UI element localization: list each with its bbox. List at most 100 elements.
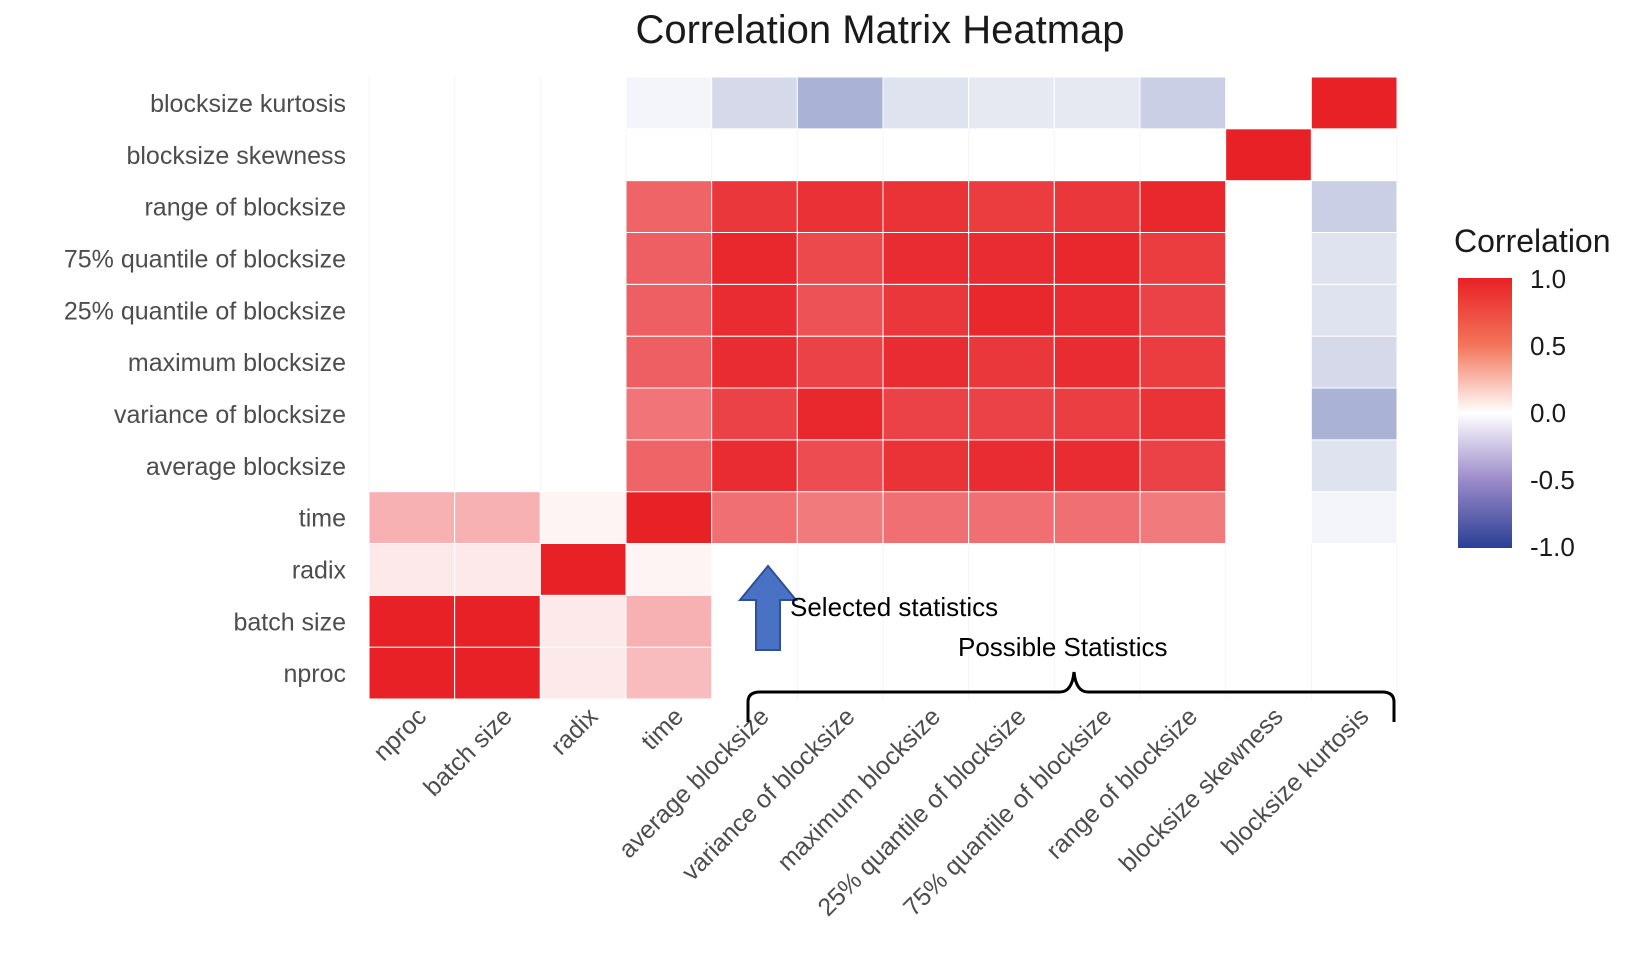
heatmap-cell [368,646,456,700]
heatmap-cell [625,76,713,130]
x-tick-label: maximum blocksize [772,702,946,876]
heatmap-cell [454,491,541,544]
heatmap-cell [968,180,1055,234]
x-tick-label: time [636,702,689,755]
selected-arrow-icon [737,564,799,651]
heatmap-cell [625,543,713,596]
heatmap-cell [454,594,541,648]
heatmap-cell [454,543,541,596]
heatmap-cell [625,232,713,285]
heatmap-cell [539,543,627,596]
y-tick-label: range of blocksize [144,194,346,222]
heatmap-cell [1310,180,1398,234]
x-tick-label: variance of blocksize [677,702,861,886]
heatmap-cell [882,387,970,441]
y-tick-label: batch size [233,608,346,636]
heatmap-cell [968,335,1055,389]
heatmap-cell [1139,283,1227,337]
x-tick-label: batch size [418,702,517,801]
y-tick-label: radix [292,556,347,584]
heatmap-cell [625,180,713,234]
heatmap-cell [625,283,713,337]
y-axis-labels: nproc batch size radix time average blocksiz… [64,90,347,688]
heatmap-cell [1139,439,1227,493]
heatmap-cell [1139,335,1227,389]
heatmap-cell [625,439,713,493]
legend-title: Correlation [1454,223,1611,259]
heatmap-cell [796,439,884,493]
heatmap-cell [539,491,627,544]
heatmap-cell [1053,76,1141,130]
legend-tick: 1.0 [1530,264,1567,294]
heatmap-cell [882,491,970,544]
heatmap-cell [1053,387,1141,441]
heatmap-cell [711,439,798,493]
heatmap-cell [968,76,1055,130]
heatmap-cell [711,335,798,389]
y-tick-label: 75% quantile of blocksize [64,245,346,273]
heatmap-cell [1053,439,1141,493]
heatmap-cells [368,76,1398,700]
heatmap-cell [1310,387,1398,441]
heatmap-cell [625,491,713,544]
heatmap-cell [454,646,541,700]
heatmap-cell [968,439,1055,493]
heatmap-cell [968,491,1055,544]
heatmap-cell [1139,180,1227,234]
heatmap-cell [882,283,970,337]
heatmap-cell [625,387,713,441]
heatmap-cell [1139,491,1227,544]
legend-tick: -1.0 [1530,532,1575,562]
heatmap-cell [796,491,884,544]
y-tick-label: maximum blocksize [128,349,346,377]
heatmap-cell [796,387,884,441]
heatmap-cell [882,232,970,285]
heatmap-cell [1310,76,1398,130]
heatmap-cell [368,543,456,596]
heatmap-cell [711,76,798,130]
heatmap-cell [625,646,713,700]
heatmap-cell [1053,180,1141,234]
heatmap-cell [711,491,798,544]
heatmap-cell [711,180,798,234]
heatmap-cell [1310,335,1398,389]
heatmap-cell [882,439,970,493]
legend-tick: 0.5 [1530,331,1567,361]
x-tick-label: blocksize skewness [1114,702,1289,877]
heatmap-cell [368,594,456,648]
heatmap-cell [882,76,970,130]
y-tick-label: blocksize skewness [126,142,346,170]
y-tick-label: average blocksize [146,453,346,481]
possible-statistics-brace [746,671,1396,722]
heatmap-cell [968,387,1055,441]
heatmap-cell [882,180,970,234]
heatmap-cell [1310,232,1398,285]
heatmap-cell [1053,335,1141,389]
chart-title: Correlation Matrix Heatmap [635,8,1125,52]
heatmap-cell [796,76,884,130]
heatmap-cell [368,491,456,544]
heatmap-cell [711,232,798,285]
heatmap-cell [968,283,1055,337]
heatmap-cell [1310,439,1398,493]
heatmap-cell [711,387,798,441]
heatmap-cell [1310,283,1398,337]
legend-colorbar [1458,278,1512,548]
heatmap-cell [625,335,713,389]
possible-statistics-label: Possible Statistics [958,632,1168,662]
selected-statistics-label: Selected statistics [790,592,999,622]
legend-tick: -0.5 [1530,465,1575,495]
heatmap-cell [796,180,884,234]
x-tick-label: range of blocksize [1041,702,1203,864]
y-tick-label: blocksize kurtosis [150,90,346,118]
annotation-shapes [737,564,1396,722]
heatmap-cell [539,646,627,700]
y-tick-label: time [299,505,346,533]
x-tick-label: radix [545,702,603,760]
x-tick-label: average blocksize [613,702,774,863]
heatmap-cell [711,283,798,337]
heatmap-cell [882,335,970,389]
